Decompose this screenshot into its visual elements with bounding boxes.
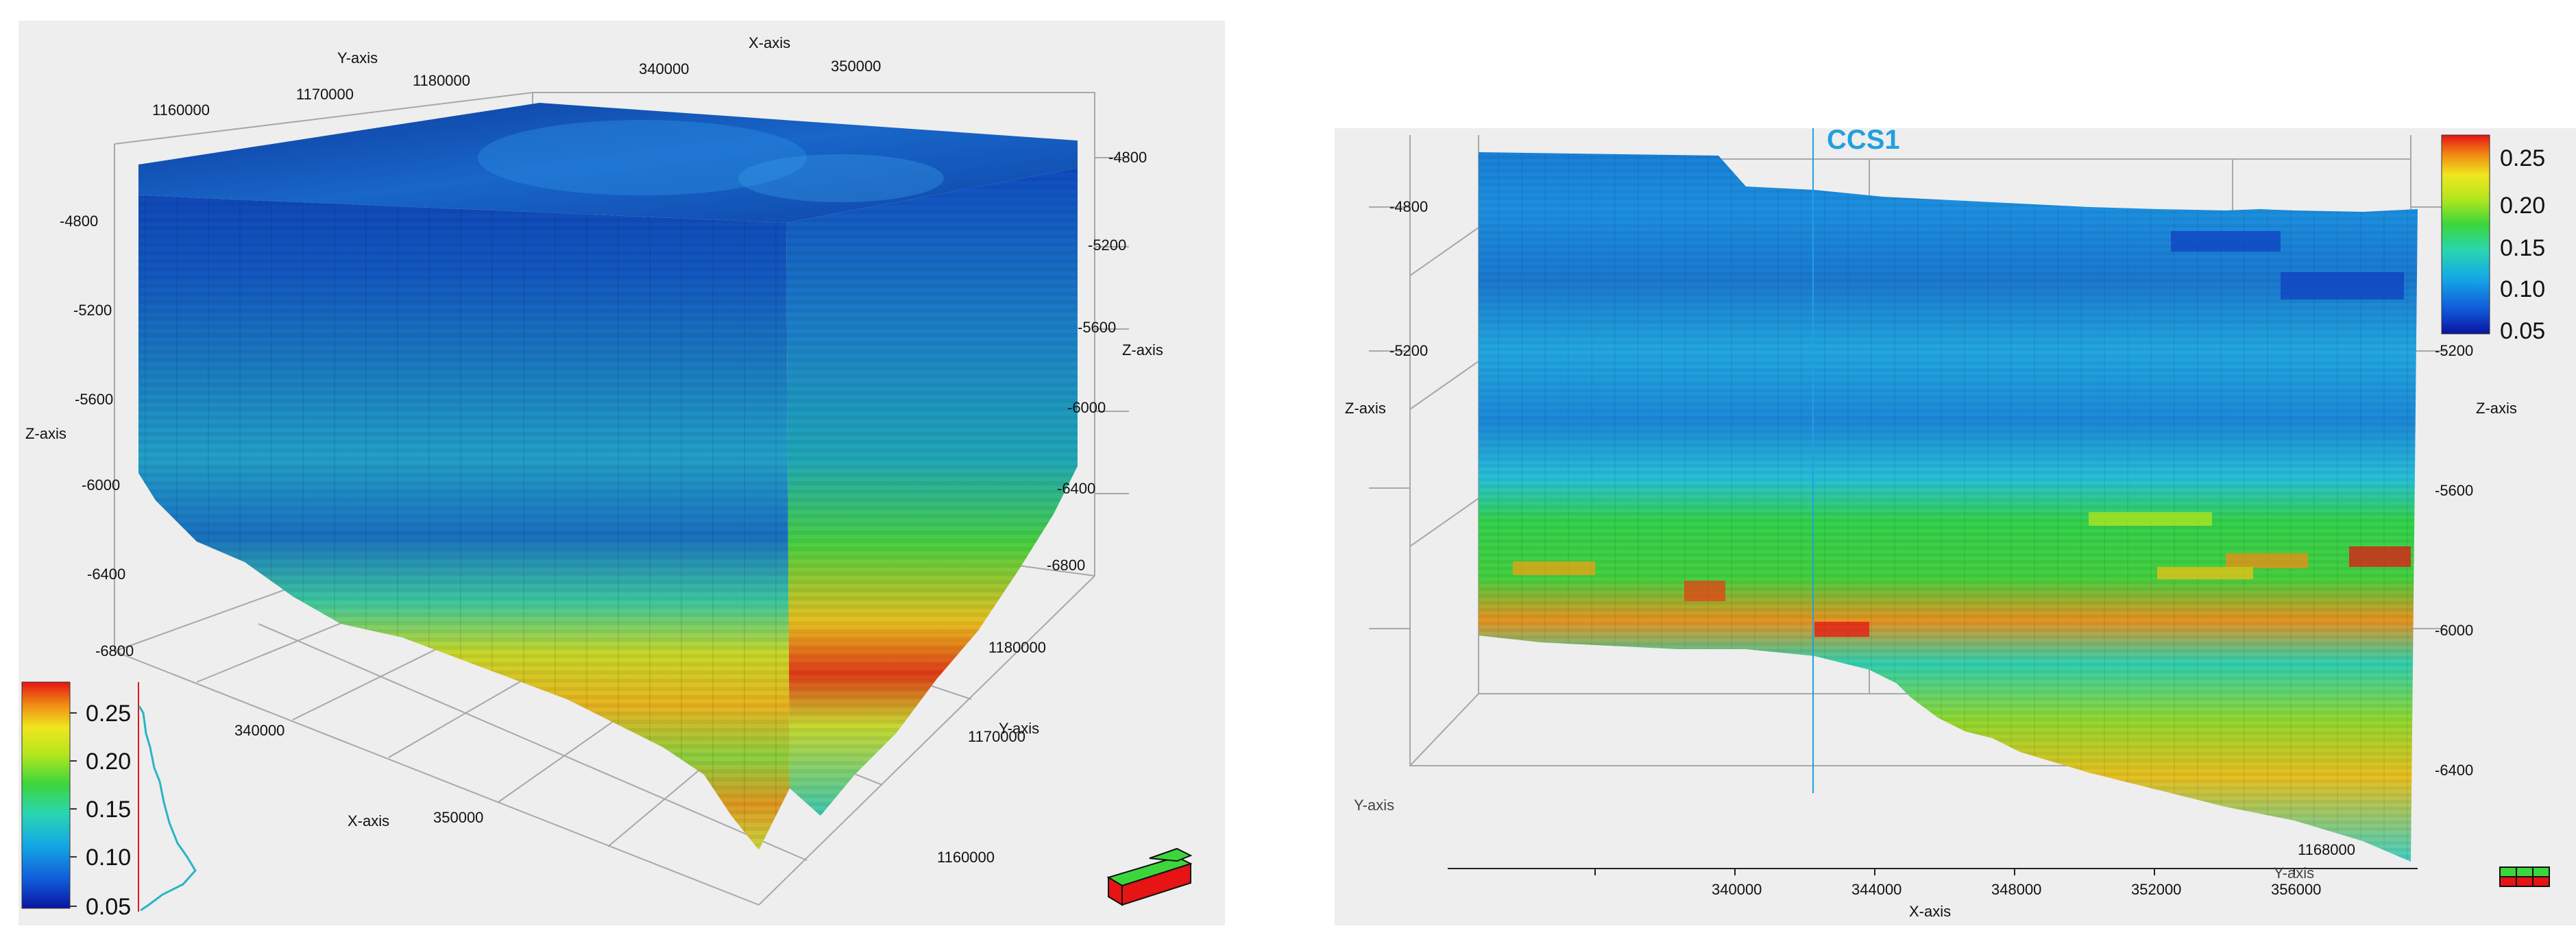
right-x-axis-line bbox=[1448, 868, 2418, 875]
volume-top-face bbox=[138, 103, 1078, 223]
left-y-ticks-right: 1180000 1170000 1160000 bbox=[937, 639, 1046, 866]
right-3d-scene: CCS1 -4800 -5200 Z-axis -5200 -5600 -600… bbox=[1345, 128, 2550, 920]
colorbar-label: 0.10 bbox=[2500, 276, 2545, 302]
z-tick: -6000 bbox=[82, 476, 120, 494]
x-tick: 340000 bbox=[234, 722, 284, 739]
z-tick: -6800 bbox=[1047, 557, 1085, 574]
left-colorbar: 0.25 0.20 0.15 0.10 0.05 bbox=[21, 681, 197, 920]
y-tick: 1180000 bbox=[413, 72, 470, 89]
x-tick: 340000 bbox=[639, 60, 689, 77]
left-z-axis-title-right: Z-axis bbox=[1122, 341, 1163, 359]
well-ccs1[interactable]: CCS1 bbox=[1812, 128, 1900, 793]
3d-orientation-cube-icon[interactable] bbox=[1106, 847, 1193, 906]
colorbar-label: 0.05 bbox=[2500, 318, 2545, 344]
left-z-ticks-left: -4800 -5200 -5600 -6000 -6400 -6800 bbox=[60, 213, 134, 659]
left-y-axis-title-top: Y-axis bbox=[337, 49, 378, 66]
y-tick: 1168000 bbox=[2298, 841, 2355, 858]
colorbar-label: 0.10 bbox=[86, 845, 131, 871]
right-y-axis-title-left: Y-axis bbox=[1354, 797, 1394, 814]
z-tick: -6400 bbox=[87, 566, 125, 583]
z-tick: -5200 bbox=[73, 302, 112, 319]
z-tick: -5200 bbox=[1389, 342, 1428, 359]
left-3d-view[interactable]: -4800 -5200 -5600 -6000 -6400 -6800 Z-ax… bbox=[19, 21, 1225, 925]
right-y-axis-title-bottom: Y-axis bbox=[2274, 864, 2314, 882]
z-tick: -5600 bbox=[2435, 482, 2473, 499]
left-y-axis-title-right: Y-axis bbox=[999, 720, 1039, 737]
colorbar-ticks bbox=[70, 712, 77, 907]
right-z-axis-title-right: Z-axis bbox=[2476, 400, 2517, 417]
z-tick: -6000 bbox=[2435, 622, 2473, 639]
3d-orientation-cube-icon[interactable] bbox=[2499, 866, 2550, 887]
colorbar-label: 0.15 bbox=[86, 797, 131, 823]
z-tick: -6400 bbox=[1057, 480, 1095, 497]
y-tick: 1180000 bbox=[988, 639, 1046, 656]
x-tick: 350000 bbox=[831, 58, 881, 75]
x-tick: 352000 bbox=[2131, 881, 2181, 898]
left-x-axis-title-top: X-axis bbox=[749, 34, 790, 51]
x-tick: 350000 bbox=[433, 809, 483, 826]
left-z-ticks-right: -4800 -5200 -5600 -6000 -6400 -6800 bbox=[1047, 149, 1147, 574]
z-tick: -6800 bbox=[95, 642, 134, 659]
colorbar-label: 0.20 bbox=[2500, 193, 2545, 219]
x-tick: 344000 bbox=[1851, 881, 1901, 898]
section-high-porosity-zones bbox=[1513, 231, 2411, 637]
y-tick: 1160000 bbox=[152, 101, 210, 119]
right-colorbar: 0.25 0.20 0.15 0.10 0.05 bbox=[2441, 134, 2545, 344]
z-tick: -5600 bbox=[1078, 319, 1116, 336]
colorbar-label: 0.20 bbox=[86, 749, 131, 775]
left-z-axis-title-left: Z-axis bbox=[25, 425, 66, 442]
z-tick: -5200 bbox=[2435, 342, 2473, 359]
z-tick: -6000 bbox=[1067, 399, 1106, 416]
x-tick: 340000 bbox=[1712, 881, 1762, 898]
y-tick: 1170000 bbox=[296, 86, 354, 103]
z-tick: -4800 bbox=[1389, 198, 1428, 215]
y-tick: 1170000 bbox=[968, 728, 1025, 745]
well-label: CCS1 bbox=[1827, 128, 1900, 155]
z-tick: -5600 bbox=[75, 391, 113, 408]
right-x-axis-title: X-axis bbox=[1909, 903, 1951, 920]
z-tick: -4800 bbox=[60, 213, 98, 230]
z-tick: -4800 bbox=[1108, 149, 1147, 166]
colorbar-histogram bbox=[138, 682, 197, 912]
right-z-axis-title-left: Z-axis bbox=[1345, 400, 1386, 417]
colorbar-label: 0.25 bbox=[86, 701, 131, 727]
x-tick: 356000 bbox=[2271, 881, 2321, 898]
left-x-axis-title-bottom: X-axis bbox=[348, 812, 389, 829]
left-3d-scene: -4800 -5200 -5600 -6000 -6400 -6800 Z-ax… bbox=[21, 34, 1193, 920]
colorbar-label: 0.15 bbox=[2500, 235, 2545, 261]
left-x-ticks-bottom: 340000 350000 bbox=[234, 722, 483, 826]
z-tick: -6400 bbox=[2435, 762, 2473, 779]
colorbar-label: 0.05 bbox=[86, 894, 131, 920]
colorbar-label: 0.25 bbox=[2500, 145, 2545, 171]
right-3d-view[interactable]: CCS1 -4800 -5200 Z-axis -5200 -5600 -600… bbox=[1335, 128, 2576, 925]
x-tick: 348000 bbox=[1991, 881, 2041, 898]
y-tick: 1160000 bbox=[937, 849, 995, 866]
z-tick: -5200 bbox=[1088, 236, 1126, 254]
left-y-ticks-top: 1160000 1170000 1180000 bbox=[152, 72, 470, 119]
left-x-ticks-top: 340000 350000 bbox=[639, 58, 881, 77]
